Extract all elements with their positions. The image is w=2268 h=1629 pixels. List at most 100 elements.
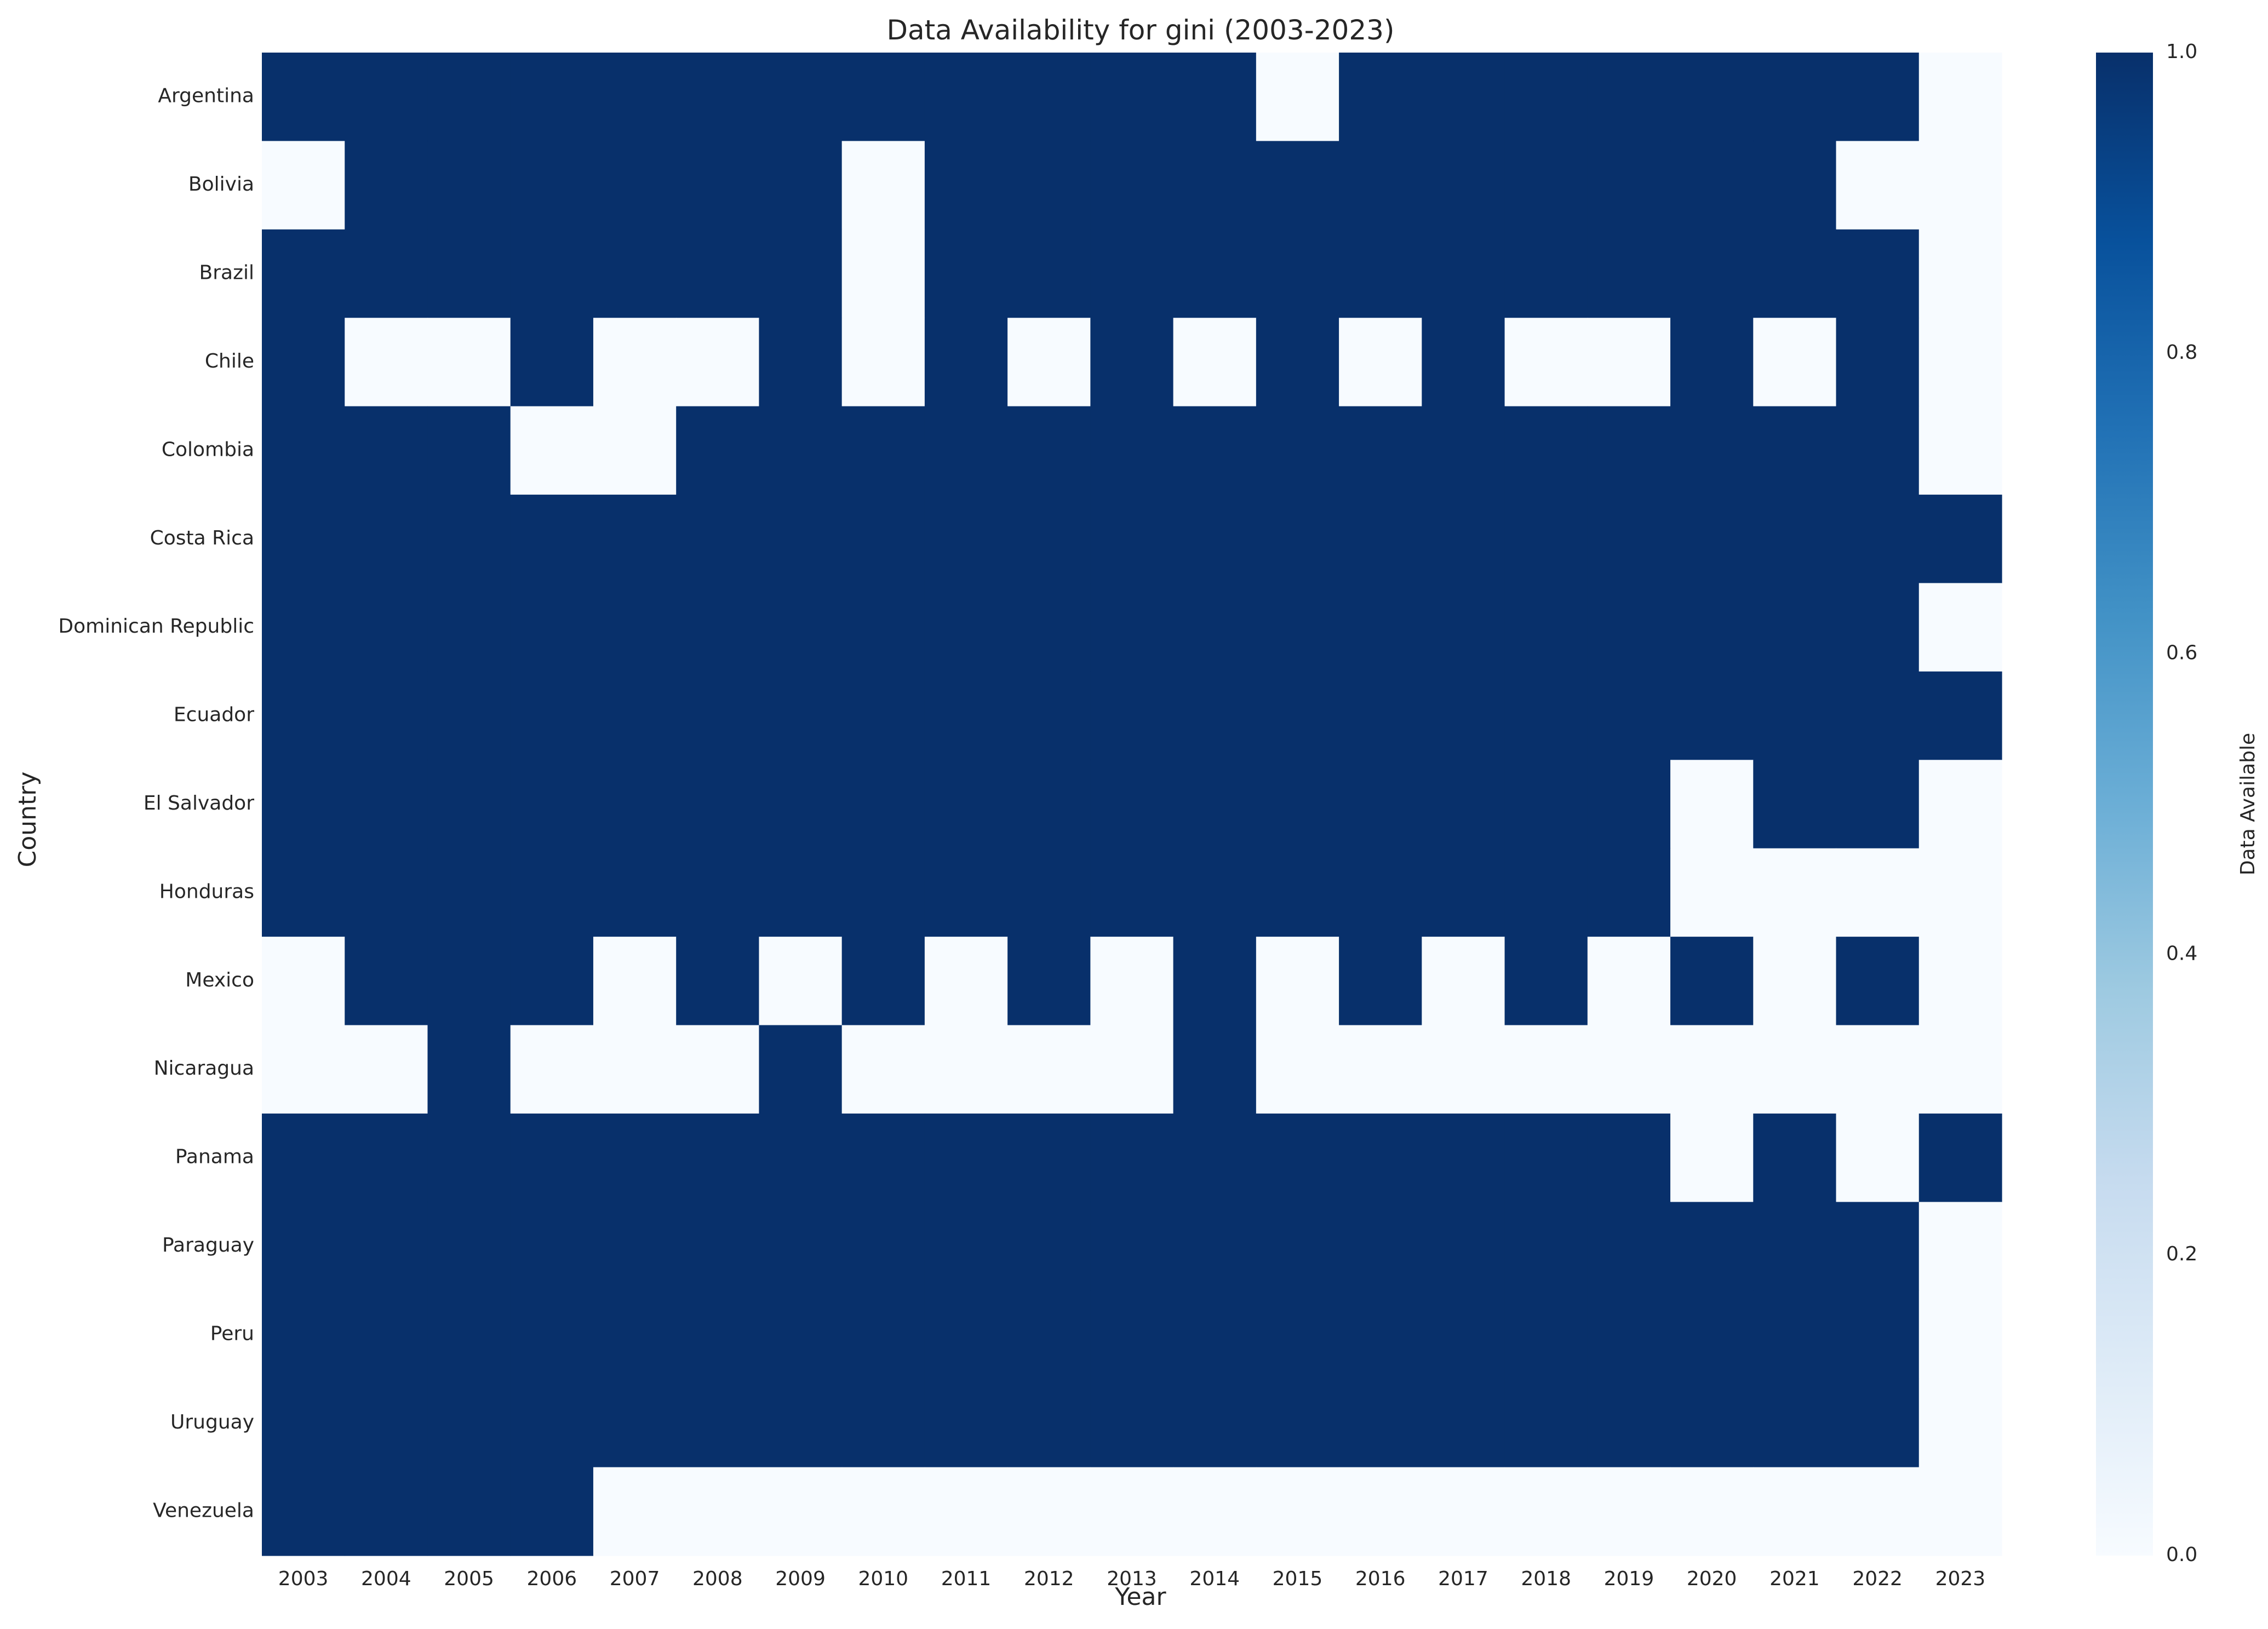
heatmap-cell — [1007, 937, 1091, 1026]
heatmap-cell — [924, 937, 1008, 1026]
heatmap-cell — [262, 1290, 345, 1379]
heatmap-cell — [593, 848, 677, 937]
heatmap-cell — [1670, 1467, 1754, 1556]
heatmap-cell — [1339, 1202, 1422, 1291]
heatmap-cell — [345, 671, 428, 760]
heatmap-cell — [1256, 1467, 1339, 1556]
heatmap-cell — [1256, 1290, 1339, 1379]
heatmap-cell — [841, 760, 925, 849]
heatmap-cell — [593, 1379, 677, 1468]
colorbar-tick-label: 0.6 — [2166, 642, 2197, 664]
heatmap-cell — [1504, 53, 1588, 142]
heatmap-cell — [1753, 671, 1837, 760]
heatmap-cell — [1753, 760, 1837, 849]
heatmap-cell — [510, 937, 594, 1026]
heatmap-cell — [1090, 1113, 1174, 1202]
heatmap-cell — [1173, 937, 1257, 1026]
heatmap-cell — [510, 141, 594, 230]
heatmap-cell — [1007, 1467, 1091, 1556]
heatmap-cell — [1587, 406, 1671, 495]
heatmap-cell — [1504, 937, 1588, 1026]
x-tick-label: 2010 — [858, 1568, 908, 1590]
heatmap-cell — [1504, 406, 1588, 495]
heatmap-cell — [1256, 760, 1339, 849]
heatmap-cell — [1173, 229, 1257, 318]
heatmap-cell — [1090, 760, 1174, 849]
y-tick-label: Peru — [210, 1322, 254, 1345]
heatmap-cell — [759, 406, 843, 495]
heatmap-cell — [1753, 848, 1837, 937]
heatmap-cell — [1836, 1379, 1920, 1468]
heatmap-cell — [759, 53, 843, 142]
heatmap-cell — [510, 1113, 594, 1202]
heatmap-cell — [1918, 495, 2002, 584]
heatmap-cell — [1504, 229, 1588, 318]
heatmap-cell — [1504, 671, 1588, 760]
heatmap-cell — [1918, 1467, 2002, 1556]
heatmap-cell — [593, 937, 677, 1026]
heatmap-cell — [427, 1290, 511, 1379]
heatmap-cell — [427, 141, 511, 230]
heatmap-cell — [676, 53, 760, 142]
heatmap-cell — [1670, 1290, 1754, 1379]
heatmap-cell — [841, 583, 925, 672]
heatmap-cell — [676, 141, 760, 230]
heatmap-cell — [1090, 1379, 1174, 1468]
heatmap-cell — [593, 229, 677, 318]
heatmap-cell — [1836, 937, 1920, 1026]
heatmap-cell — [345, 1290, 428, 1379]
heatmap-cell — [1173, 1025, 1257, 1114]
heatmap-cell — [924, 1290, 1008, 1379]
heatmap-cell — [427, 848, 511, 937]
colorbar-tick-label: 0.8 — [2166, 341, 2197, 364]
heatmap-cell — [1587, 1113, 1671, 1202]
heatmap-cell — [345, 406, 428, 495]
heatmap-cell — [1918, 53, 2002, 142]
x-tick-label: 2004 — [361, 1568, 411, 1590]
heatmap-cell — [1339, 495, 1422, 584]
heatmap-cell — [924, 141, 1008, 230]
heatmap-cell — [1670, 229, 1754, 318]
heatmap-cell — [1918, 1025, 2002, 1114]
x-tick-label: 2015 — [1273, 1568, 1323, 1590]
heatmap-cell — [1504, 1467, 1588, 1556]
x-tick-labels: 2003 2004 2005 2006 2007 2008 2009 2010 2011 2012… — [278, 1568, 1985, 1590]
heatmap-cell — [759, 583, 843, 672]
heatmap-cell — [676, 1379, 760, 1468]
colorbar-label: Data Available — [2237, 733, 2259, 875]
heatmap-cell — [676, 848, 760, 937]
heatmap-cell — [676, 495, 760, 584]
heatmap-cell — [1753, 1290, 1837, 1379]
heatmap-cell — [1256, 1025, 1339, 1114]
heatmap-cell — [1256, 937, 1339, 1026]
heatmap-cell — [1587, 848, 1671, 937]
heatmap-cell — [924, 1379, 1008, 1468]
heatmap-cell — [593, 760, 677, 849]
heatmap-cell — [1670, 1025, 1754, 1114]
heatmap-cell — [1339, 1025, 1422, 1114]
heatmap-cell — [1339, 671, 1422, 760]
heatmap-cell — [1836, 318, 1920, 407]
heatmap-cell — [1918, 318, 2002, 407]
heatmap-cell — [924, 53, 1008, 142]
y-tick-label: Paraguay — [162, 1234, 254, 1257]
y-tick-label: Dominican Republic — [58, 615, 254, 638]
heatmap-cell — [1256, 1113, 1339, 1202]
heatmap-cell — [1753, 583, 1837, 672]
heatmap-cell — [427, 229, 511, 318]
x-tick-label: 2018 — [1521, 1568, 1571, 1590]
heatmap-cell — [759, 141, 843, 230]
heatmap-cell — [1339, 1290, 1422, 1379]
heatmap-cell — [1007, 141, 1091, 230]
heatmap-cell — [1173, 1202, 1257, 1291]
heatmap-cell — [345, 229, 428, 318]
heatmap-cell — [1173, 1113, 1257, 1202]
heatmap-cell — [1090, 229, 1174, 318]
heatmap-cell — [1422, 53, 1505, 142]
heatmap-cell — [1670, 583, 1754, 672]
heatmap-cell — [262, 583, 345, 672]
heatmap-cell — [262, 937, 345, 1026]
heatmap-cell — [345, 937, 428, 1026]
heatmap-cell — [1007, 229, 1091, 318]
